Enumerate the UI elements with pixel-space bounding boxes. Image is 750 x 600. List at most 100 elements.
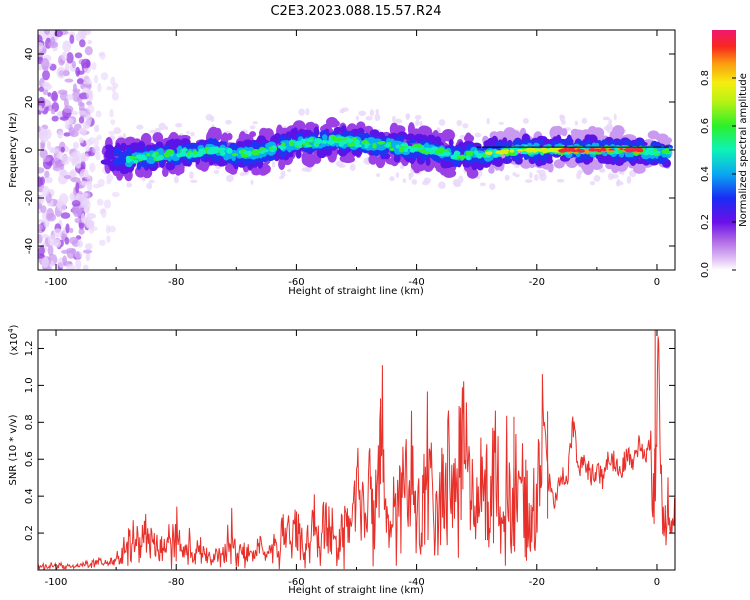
heatmap-cell (49, 146, 55, 153)
heatmap-cell (92, 183, 101, 189)
heatmap-cell (38, 45, 43, 53)
heatmap-cell (473, 150, 479, 155)
snr-x-tick-label: -40 (408, 577, 424, 588)
heatmap-cell (425, 157, 431, 167)
heatmap-cell (462, 123, 469, 129)
heatmap-cell (51, 115, 59, 122)
heatmap-cell (411, 152, 418, 160)
snr-y-tick-label: 0.6 (24, 451, 35, 467)
heatmap-cell (406, 113, 411, 119)
heatmap-cell (438, 119, 446, 126)
heatmap-cell (634, 139, 644, 144)
heatmap-cell (297, 143, 303, 147)
heatmap-cell (44, 30, 51, 36)
heatmap-cell (78, 228, 85, 235)
heatmap-cell (373, 138, 382, 142)
heatmap-cell (152, 132, 164, 143)
heatmap-cell (78, 137, 84, 144)
heatmap-cell (369, 109, 375, 117)
heatmap-cell (133, 159, 139, 164)
heatmap-cell (295, 149, 302, 159)
heatmap-cell (335, 160, 344, 167)
heatmap-cell (74, 52, 83, 59)
heatmap-cell (301, 154, 314, 167)
heatmap-cell (369, 129, 380, 138)
heatmap-cell (487, 151, 493, 155)
heatmap-cell (376, 173, 381, 177)
colorbar-label: Normalized spectral amplitude (738, 73, 749, 227)
heatmap-cell (242, 158, 250, 167)
snr-y-label: SNR (10 * v/v) (8, 414, 19, 485)
snr-series-line (38, 336, 675, 570)
heatmap-cell (47, 244, 54, 256)
heatmap-cell (226, 147, 233, 154)
heatmap-cell (226, 174, 234, 183)
heatmap-cell (146, 182, 153, 190)
heatmap-cell (249, 131, 257, 138)
heatmap-cell (40, 205, 47, 214)
heatmap-cell (120, 156, 126, 162)
heatmap-cell (80, 200, 88, 209)
heatmap-cell (72, 90, 81, 102)
heatmap-cell (95, 110, 102, 118)
heatmap-cell (411, 179, 418, 185)
heatmap-cell (256, 149, 262, 153)
heatmap-cell (58, 193, 69, 205)
heatmap-cell (175, 123, 183, 128)
heatmap-cell (306, 146, 312, 153)
heatmap-cell (167, 149, 174, 155)
heatmap-cell (223, 154, 230, 161)
heatmap-cell (78, 116, 85, 124)
heatmap-cell (87, 104, 95, 114)
heatmap-cell (98, 239, 106, 246)
heatmap-cell (69, 236, 79, 245)
heatmap-cell (414, 144, 423, 149)
heatmap-cell (161, 167, 169, 178)
heatmap-cell (479, 182, 486, 187)
heatmap-cell (288, 151, 294, 158)
heatmap-cell (41, 212, 48, 220)
heatmap-cell (400, 143, 409, 147)
heatmap-cell (563, 148, 568, 152)
heatmap-cell (75, 194, 85, 202)
heatmap-cell (39, 149, 48, 159)
heatmap-cell (385, 142, 390, 148)
heatmap-cell (48, 41, 59, 49)
heatmap-cell (38, 86, 45, 92)
heatmap-cell (63, 105, 74, 114)
heatmap-cell (550, 147, 556, 153)
heatmap-cell (278, 150, 287, 158)
snr-x-tick-label: 0 (654, 577, 660, 588)
heatmap-cell (106, 86, 113, 91)
spectrogram-y-tick-label: 20 (24, 96, 35, 109)
heatmap-cell (74, 158, 82, 169)
heatmap-cell (514, 173, 520, 178)
heatmap-cell (556, 178, 565, 183)
heatmap-cell (85, 59, 91, 68)
heatmap-cell (239, 172, 245, 177)
heatmap-cell (250, 179, 254, 185)
heatmap-cell (200, 155, 206, 162)
heatmap-cell (635, 147, 644, 152)
spectrogram-x-tick-label: -40 (408, 277, 424, 288)
colorbar-tick-label: 0.4 (700, 166, 711, 182)
snr-x-tick-label: -100 (45, 577, 68, 588)
heatmap-cell (616, 178, 621, 187)
heatmap-cell (524, 179, 533, 183)
heatmap-cell (249, 125, 256, 130)
heatmap-cell (419, 120, 423, 127)
heatmap-cell (199, 161, 209, 172)
heatmap-cell (85, 207, 90, 214)
heatmap-cell (623, 148, 632, 151)
heatmap-cell (38, 218, 45, 224)
heatmap-cell (100, 72, 109, 81)
heatmap-cell (80, 160, 86, 172)
snr-x-axis: -100 -80 -60 -40 -20 0 (45, 330, 660, 588)
heatmap-cell (158, 122, 166, 131)
heatmap-cell (218, 147, 226, 151)
heatmap-cell (474, 132, 482, 138)
spectrogram-y-axis: -40 -20 0 20 40 (24, 48, 675, 254)
heatmap-cell (78, 110, 87, 116)
heatmap-cell (626, 176, 632, 184)
